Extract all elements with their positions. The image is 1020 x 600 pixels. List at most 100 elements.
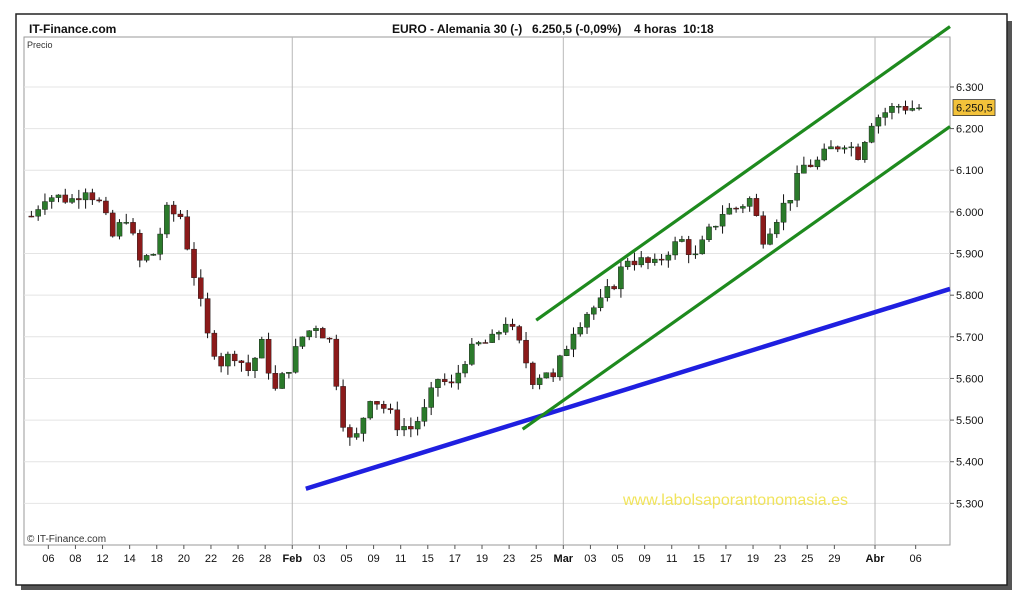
- candle-body: [895, 106, 902, 108]
- candle-body: [62, 194, 69, 203]
- candle-body: [882, 112, 888, 118]
- candle-body: [394, 409, 401, 431]
- x-tick-label: 12: [96, 553, 108, 565]
- candle-body: [462, 364, 468, 374]
- candle-body: [360, 417, 367, 434]
- candle-body: [238, 360, 245, 363]
- candle-body: [204, 298, 211, 334]
- x-tick-label: Mar: [554, 553, 574, 565]
- x-tick-label: 14: [124, 553, 136, 565]
- candle-body: [157, 233, 163, 255]
- trendline-channel-lower: [521, 125, 951, 431]
- candle-body: [401, 426, 407, 431]
- candle-body: [604, 286, 611, 298]
- candle-body: [557, 355, 563, 378]
- x-tick-label: 09: [367, 553, 379, 565]
- watermark-text: www.labolsaporantonomasia.es: [622, 492, 848, 509]
- candle-body: [591, 307, 597, 315]
- candle-body: [726, 207, 733, 215]
- candle-body: [475, 342, 482, 345]
- candle-body: [252, 357, 258, 371]
- candle-body: [380, 404, 387, 409]
- candle-body: [828, 146, 834, 150]
- candle-body: [509, 323, 516, 327]
- candle-body: [82, 192, 89, 201]
- candle-body: [306, 330, 312, 338]
- candle-body: [618, 266, 624, 290]
- candles: [28, 100, 922, 446]
- x-tick-label: 22: [205, 553, 217, 565]
- candle-body: [496, 332, 502, 335]
- y-tick-label: 6.200: [956, 124, 984, 136]
- x-tick-label: 15: [693, 553, 705, 565]
- candle-body: [340, 386, 346, 428]
- candle-body: [387, 408, 394, 411]
- candle-body: [469, 343, 475, 365]
- candle-body: [767, 233, 773, 245]
- last-price-label: 6.250,5: [956, 103, 993, 115]
- candle-body: [299, 336, 306, 347]
- x-tick-label: 25: [530, 553, 542, 565]
- candle-body: [218, 356, 224, 367]
- candle-body: [408, 426, 414, 430]
- candle-body: [523, 339, 529, 364]
- candle-body: [543, 372, 550, 379]
- candle-body: [862, 142, 868, 160]
- y-tick-label: 5.700: [956, 332, 984, 344]
- plot-area: [23, 36, 951, 546]
- candle-body: [794, 173, 800, 201]
- candle-body: [265, 338, 272, 374]
- candle-body: [448, 381, 455, 384]
- candle-body: [611, 286, 617, 290]
- candle-body: [787, 200, 794, 204]
- candle-body: [502, 323, 509, 333]
- x-tick-label: 20: [178, 553, 190, 565]
- candle-body: [116, 222, 123, 237]
- candle-body: [279, 373, 285, 389]
- candle-body: [313, 328, 319, 331]
- candle-body: [855, 146, 861, 160]
- candle-body: [679, 239, 685, 242]
- y-axis: 5.300 5.400 5.500 5.600 5.700 5.800 5.900 6.000…: [950, 82, 984, 510]
- x-tick-label: 03: [584, 553, 596, 565]
- candle-body: [536, 377, 543, 385]
- instrument-title: EURO - Alemania 30 (-): [392, 22, 522, 36]
- candle-body: [259, 338, 265, 359]
- candle-body: [699, 239, 705, 255]
- x-tick-label: 05: [611, 553, 623, 565]
- candle-body: [414, 421, 421, 430]
- candle-body: [191, 248, 197, 278]
- y-tick-label: 5.400: [956, 457, 984, 469]
- x-tick-label: 26: [232, 553, 244, 565]
- candle-body: [672, 241, 678, 256]
- candle-body: [597, 297, 604, 308]
- candle-body: [631, 260, 638, 266]
- candle-body: [658, 258, 665, 261]
- x-tick-label: 19: [476, 553, 488, 565]
- x-tick-label: 11: [395, 553, 406, 565]
- candle-body: [170, 204, 177, 215]
- y-tick-label: 5.600: [956, 373, 984, 385]
- candle-body: [570, 333, 577, 350]
- candle-body: [801, 164, 807, 174]
- x-tick-label: 23: [774, 553, 786, 565]
- candle-body: [123, 222, 130, 224]
- candle-body: [76, 198, 82, 201]
- candle-body: [184, 216, 191, 250]
- candle-body: [645, 257, 651, 263]
- candle-body: [665, 254, 672, 261]
- candle-body: [780, 202, 787, 223]
- candle-body: [347, 427, 353, 438]
- y-tick-label: 5.500: [956, 415, 984, 427]
- candle-body: [902, 106, 909, 111]
- quote-value: 6.250,5 (-0,09%): [532, 22, 621, 36]
- candle-body: [706, 226, 712, 240]
- candle-body: [55, 194, 62, 198]
- candle-body: [489, 333, 495, 343]
- candle-body: [624, 260, 631, 268]
- copyright-text: © IT-Finance.com: [27, 534, 106, 545]
- candle-body: [821, 148, 827, 161]
- candle-body: [198, 277, 204, 299]
- x-tick-label: 03: [313, 553, 325, 565]
